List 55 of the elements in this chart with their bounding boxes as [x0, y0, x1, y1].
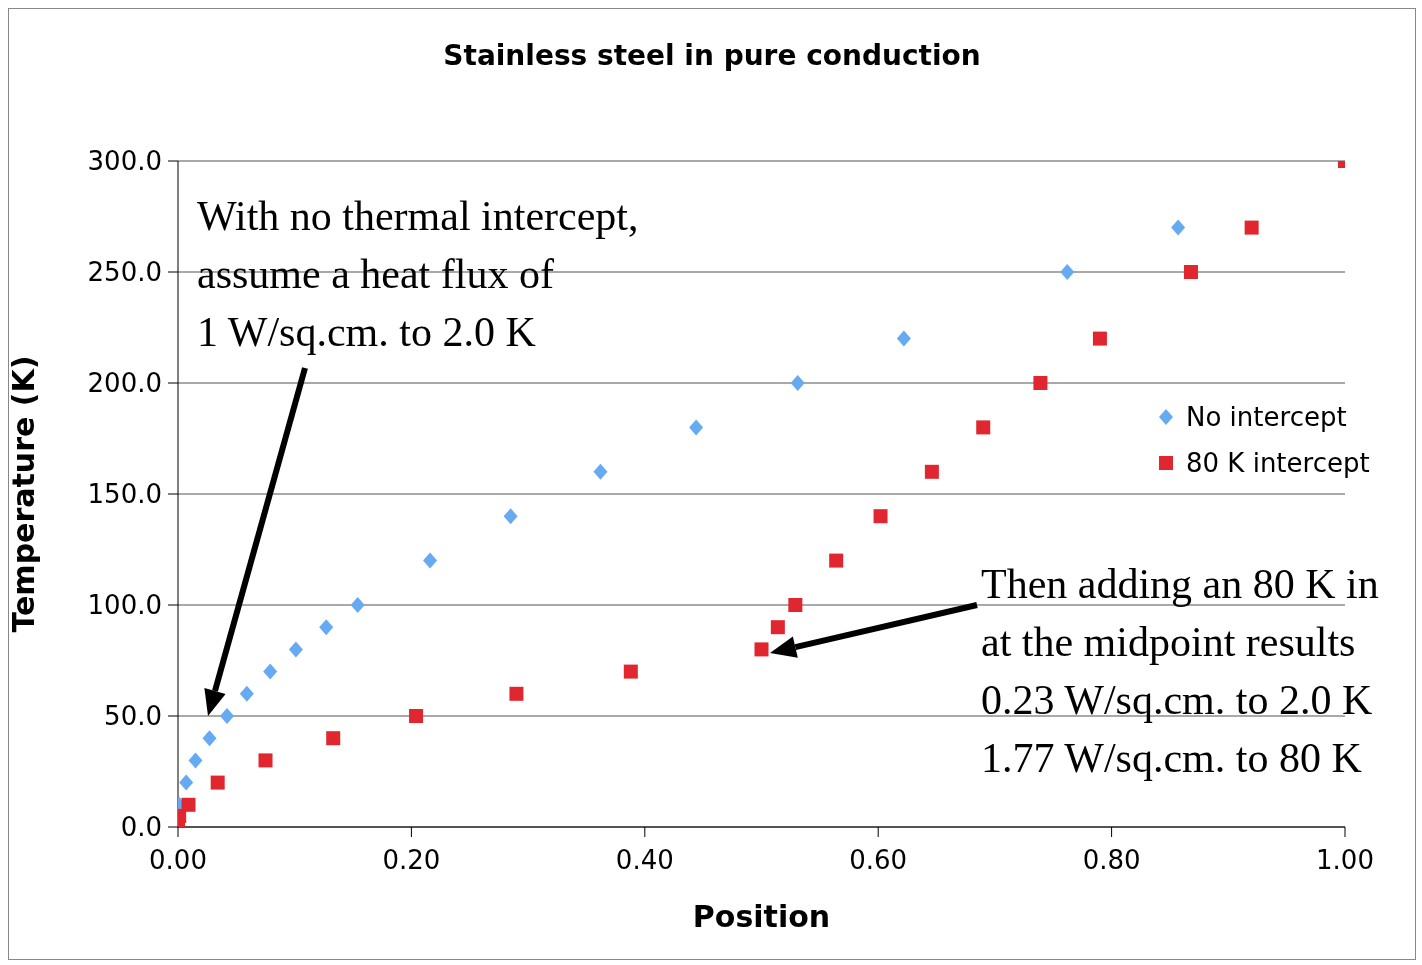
x-tick-label: 1.00 — [1316, 845, 1374, 876]
point — [754, 642, 769, 657]
point — [202, 730, 217, 747]
point — [790, 375, 805, 391]
point — [1183, 265, 1198, 279]
point — [350, 597, 365, 613]
point — [263, 663, 278, 680]
point — [409, 709, 424, 723]
point — [326, 731, 341, 746]
x-tick-label: 0.80 — [1082, 845, 1141, 876]
point — [288, 641, 303, 658]
point — [623, 664, 638, 679]
point — [1244, 220, 1259, 235]
point — [976, 420, 991, 435]
point — [896, 330, 911, 347]
point — [181, 797, 196, 812]
point — [503, 508, 518, 525]
legend-label: No intercept — [1186, 402, 1347, 432]
point — [1033, 376, 1048, 390]
x-tick-label: 0.20 — [382, 845, 441, 876]
y-axis-title: Temperature (K) — [5, 355, 41, 633]
point — [1171, 219, 1186, 236]
y-tick-label: 150.0 — [87, 479, 162, 510]
y-tick-label: 100.0 — [87, 590, 162, 621]
chart-title: Stainless steel in pure conduction — [442, 39, 982, 72]
y-tick-label: 300.0 — [87, 146, 162, 177]
point — [220, 708, 235, 724]
x-axis-title: Position — [692, 899, 831, 934]
point — [689, 419, 704, 436]
x-tick-label: 0.00 — [149, 845, 207, 876]
point — [829, 553, 844, 568]
legend-label: 80 K intercept — [1186, 448, 1370, 478]
point — [924, 464, 939, 479]
point — [188, 752, 203, 769]
y-tick-label: 200.0 — [87, 368, 162, 399]
point — [873, 509, 888, 524]
annotation: Then adding an 80 K in at the midpoint results 0.23 W/sq.cm. to 2.0 K 1.77 W/sq.cm. to 80 K — [981, 561, 1379, 781]
y-tick-label: 50.0 — [104, 701, 162, 732]
point — [1060, 264, 1075, 280]
point — [258, 753, 273, 768]
point — [509, 686, 524, 701]
x-tick-label: 0.60 — [849, 845, 908, 876]
x-tick-label: 0.40 — [615, 845, 674, 876]
annotation: With no thermal intercept, assume a heat flux of 1 W/sq.cm. to 2.0 K — [197, 193, 639, 355]
point — [593, 463, 608, 480]
point — [179, 774, 194, 791]
point — [239, 685, 254, 702]
point — [423, 552, 438, 569]
point — [770, 620, 785, 635]
point — [1092, 331, 1107, 346]
point — [319, 619, 334, 636]
point — [788, 598, 803, 612]
point — [210, 775, 225, 790]
y-tick-label: 250.0 — [87, 257, 162, 288]
y-tick-label: 0.0 — [120, 812, 162, 843]
